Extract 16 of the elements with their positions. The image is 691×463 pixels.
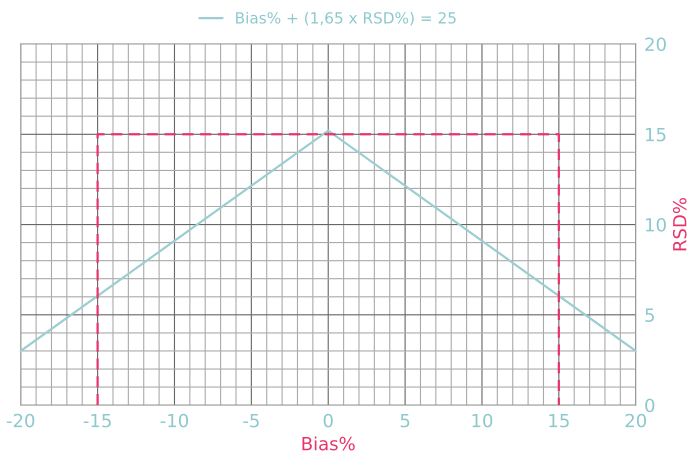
y-tick-label: 15	[646, 128, 666, 142]
x-tick-label: -15	[84, 414, 111, 428]
y-tick-label: 0	[645, 398, 654, 412]
x-tick-label: -20	[6, 414, 34, 428]
x-tick-label: 0	[324, 414, 333, 428]
x-tick-label: -10	[160, 414, 188, 428]
x-tick-label: 15	[549, 414, 569, 428]
x-tick-label: 10	[472, 414, 492, 428]
y-tick-label: 20	[645, 37, 666, 52]
x-tick-label: 5	[400, 414, 410, 428]
legend-label: Bias% + (1,65 x RSD%) = 25	[236, 12, 456, 26]
y-tick-label: 10	[646, 218, 666, 232]
x-axis-title: Bias%	[302, 436, 355, 450]
y-tick-label: 5	[645, 308, 654, 322]
x-tick-label: -5	[243, 414, 259, 428]
y-axis-title: RSD%	[672, 198, 687, 250]
